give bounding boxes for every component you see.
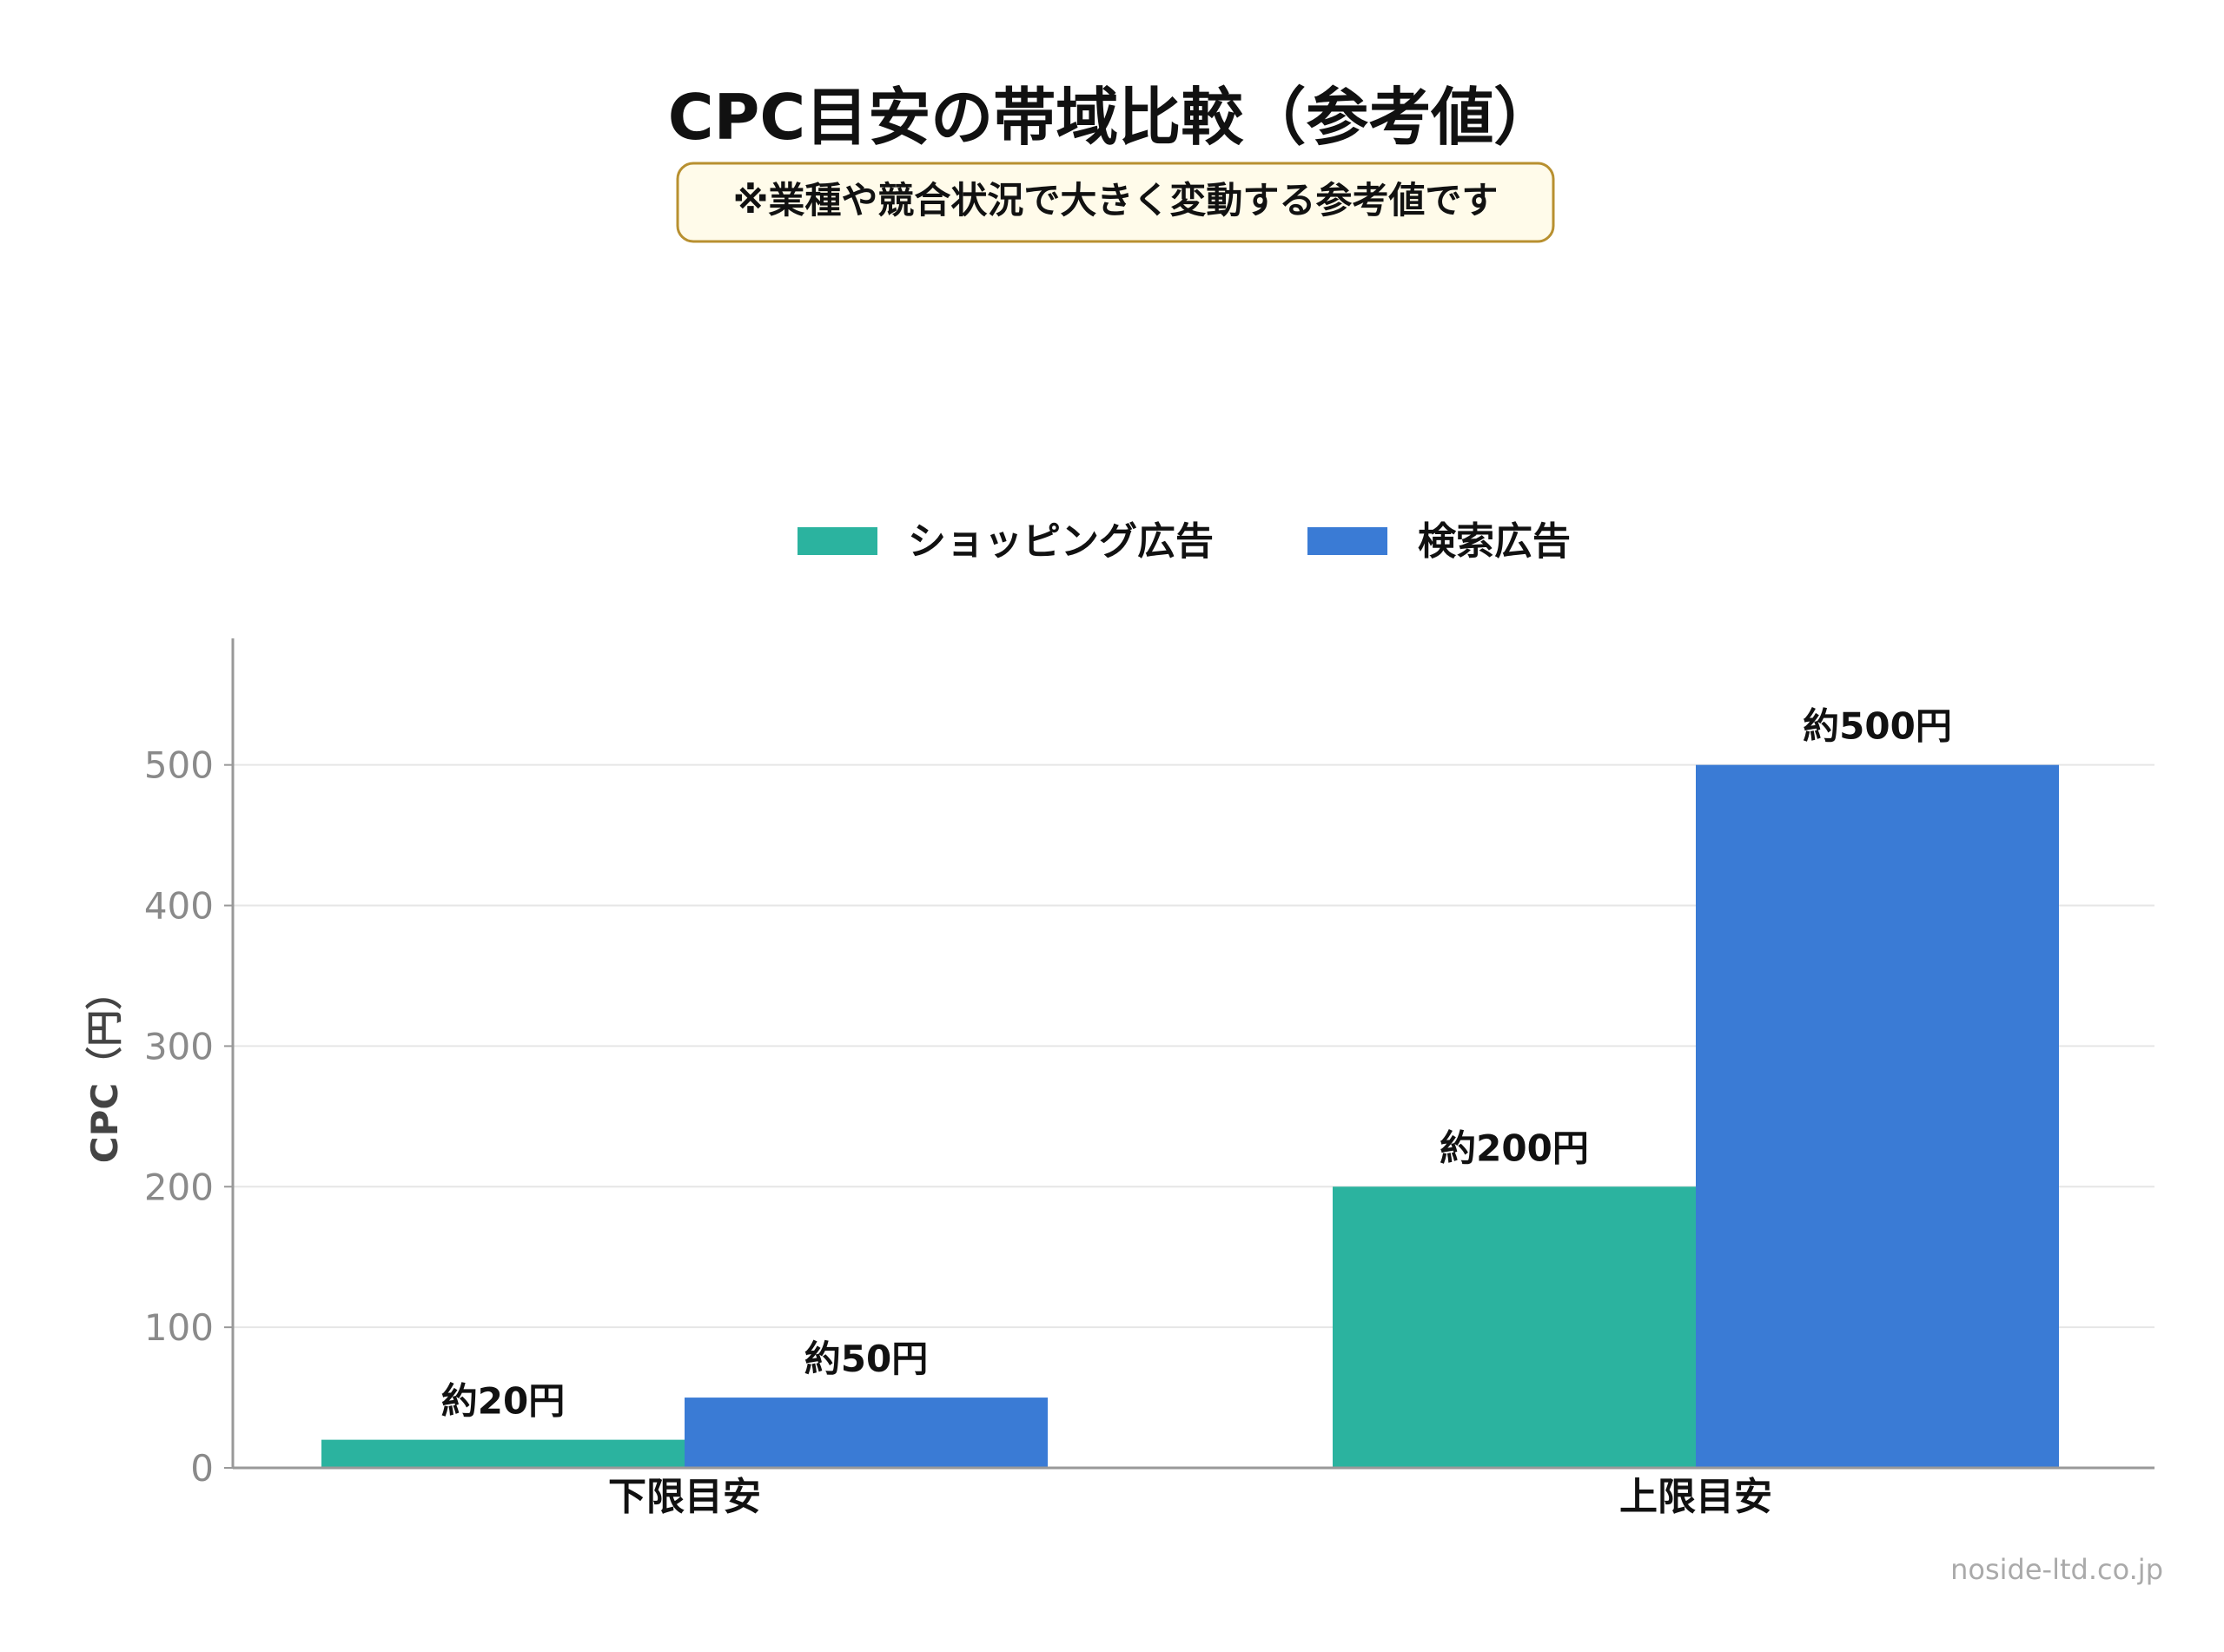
y-tick-label: 0 — [190, 1447, 214, 1490]
bar-shopping-1 — [1333, 1186, 1696, 1468]
title-group: CPC目安の帯域比較（参考値） ※業種や競合状況で大きく変動する参考値です — [668, 81, 1556, 243]
y-tick-labels: 0 100 200 300 400 500 — [144, 744, 233, 1490]
legend-swatch-search — [1307, 527, 1387, 555]
x-tick-label: 下限目安 — [608, 1475, 761, 1519]
legend-swatch-shopping — [798, 527, 877, 555]
y-tick-label: 200 — [144, 1166, 214, 1208]
bar-search-0 — [685, 1398, 1048, 1468]
legend-label-search: 検索広告 — [1418, 519, 1571, 564]
axes — [231, 638, 2154, 1470]
data-label: 約500円 — [1803, 705, 1952, 748]
data-label: 約50円 — [804, 1338, 928, 1380]
watermark: noside-ltd.co.jp — [1950, 1553, 2163, 1586]
bars — [321, 764, 2059, 1468]
chart-title: CPC目安の帯域比較（参考値） — [668, 81, 1556, 154]
y-tick-label: 300 — [144, 1025, 214, 1067]
x-tick-label: 上限目安 — [1619, 1475, 1772, 1519]
x-tick-labels: 下限目安 上限目安 — [608, 1475, 1772, 1519]
y-tick-label: 400 — [144, 885, 214, 928]
bar-shopping-0 — [321, 1439, 685, 1468]
data-label: 約20円 — [441, 1380, 565, 1423]
bar-search-1 — [1696, 764, 2059, 1468]
chart-subtitle: ※業種や競合状況で大きく変動する参考値です — [733, 179, 1499, 221]
legend: ショッピング広告 検索広告 — [798, 519, 1571, 564]
subtitle-note-box — [676, 162, 1555, 243]
y-tick-label: 500 — [144, 744, 214, 787]
legend-label-shopping: ショッピング広告 — [908, 519, 1214, 564]
y-tick-label: 100 — [144, 1306, 214, 1349]
y-axis-label: CPC（円） — [83, 974, 126, 1163]
data-label: 約200円 — [1440, 1127, 1589, 1169]
data-labels: 約20円 約50円 約200円 約500円 — [441, 705, 1952, 1423]
